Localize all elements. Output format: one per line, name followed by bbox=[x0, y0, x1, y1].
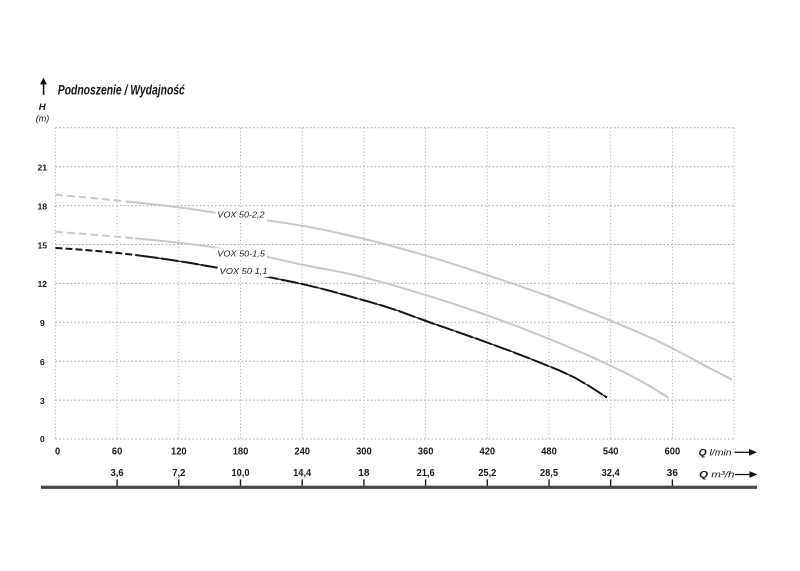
svg-text:9: 9 bbox=[40, 318, 45, 328]
svg-text:VOX 50 1,1: VOX 50 1,1 bbox=[220, 266, 268, 276]
svg-text:H: H bbox=[39, 102, 47, 113]
svg-text:36: 36 bbox=[667, 468, 678, 479]
svg-text:15: 15 bbox=[37, 240, 47, 250]
svg-text:32,4: 32,4 bbox=[602, 468, 620, 479]
svg-text:240: 240 bbox=[294, 447, 310, 458]
svg-text:3,6: 3,6 bbox=[111, 468, 124, 479]
svg-text:3: 3 bbox=[40, 396, 45, 406]
svg-text:VOX 50-1,5: VOX 50-1,5 bbox=[217, 248, 265, 258]
svg-text:VOX 50-2,2: VOX 50-2,2 bbox=[217, 210, 265, 220]
svg-text:7,2: 7,2 bbox=[172, 468, 185, 479]
svg-text:180: 180 bbox=[233, 447, 249, 458]
svg-text:21,6: 21,6 bbox=[417, 468, 435, 479]
svg-text:28,5: 28,5 bbox=[540, 468, 558, 479]
svg-text:21: 21 bbox=[37, 163, 47, 173]
svg-text:Q m³/h: Q m³/h bbox=[699, 469, 735, 480]
svg-text:360: 360 bbox=[418, 447, 434, 458]
svg-text:600: 600 bbox=[665, 447, 681, 458]
svg-text:14,4: 14,4 bbox=[293, 468, 311, 479]
svg-text:60: 60 bbox=[112, 447, 123, 458]
svg-text:(m): (m) bbox=[36, 114, 50, 124]
svg-text:0: 0 bbox=[40, 434, 45, 444]
svg-text:0: 0 bbox=[55, 447, 61, 458]
svg-text:420: 420 bbox=[480, 447, 496, 458]
svg-text:25,2: 25,2 bbox=[478, 468, 496, 479]
svg-text:12: 12 bbox=[37, 279, 47, 289]
svg-text:Q l/min: Q l/min bbox=[699, 448, 732, 459]
svg-text:10,0: 10,0 bbox=[231, 468, 249, 479]
svg-text:120: 120 bbox=[171, 447, 187, 458]
svg-text:Podnoszenie / Wydajność: Podnoszenie / Wydajność bbox=[58, 82, 185, 97]
svg-text:540: 540 bbox=[603, 447, 619, 458]
svg-text:18: 18 bbox=[358, 468, 369, 479]
svg-text:6: 6 bbox=[40, 357, 45, 367]
svg-text:300: 300 bbox=[356, 447, 372, 458]
svg-text:18: 18 bbox=[37, 201, 47, 211]
svg-text:480: 480 bbox=[541, 447, 557, 458]
